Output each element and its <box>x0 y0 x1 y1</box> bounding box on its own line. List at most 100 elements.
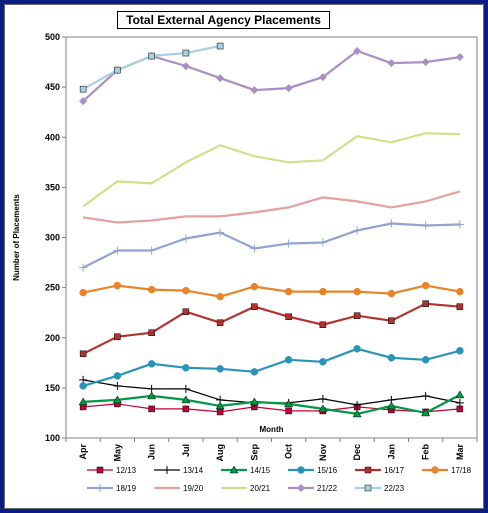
y-tick-label: 350 <box>45 182 60 192</box>
x-tick-label: Jul <box>181 444 191 457</box>
legend-label: 13/14 <box>183 466 204 475</box>
legend-item: 12/13 <box>87 466 137 475</box>
data-point <box>285 407 292 415</box>
data-point <box>353 345 361 353</box>
data-point <box>421 281 430 290</box>
data-point <box>79 263 88 272</box>
data-point <box>216 319 224 326</box>
legend-label: 18/19 <box>116 484 137 493</box>
y-tick-label: 150 <box>45 383 60 393</box>
data-point <box>388 317 395 324</box>
legend-marker <box>431 466 439 474</box>
y-tick-label: 250 <box>45 283 60 293</box>
y-tick-label: 100 <box>45 433 60 443</box>
data-point <box>79 382 87 390</box>
data-point <box>112 395 122 404</box>
legend-item: 15/16 <box>288 466 338 475</box>
data-point <box>387 219 396 228</box>
data-point <box>284 239 293 248</box>
data-point <box>353 226 362 235</box>
y-tick-label: 450 <box>45 82 60 92</box>
y-tick-label: 200 <box>45 333 60 343</box>
legend-label: 16/17 <box>384 466 405 475</box>
legend-marker <box>364 466 372 474</box>
data-point <box>421 391 430 400</box>
data-point <box>147 360 156 368</box>
x-tick-label: Jun <box>147 444 157 460</box>
x-tick-label: Jan <box>386 444 396 460</box>
y-axis-label: Number of Placements <box>12 194 21 281</box>
series-line <box>83 403 460 413</box>
x-axis-label: Month <box>260 425 284 434</box>
series-line <box>82 284 461 298</box>
data-point <box>147 391 157 400</box>
legend-item: 17/18 <box>422 466 472 475</box>
data-point <box>113 381 122 390</box>
legend-label: 14/15 <box>250 466 271 475</box>
x-tick-label: May <box>112 444 122 462</box>
legend-item: 18/19 <box>87 484 137 493</box>
data-point <box>455 220 464 229</box>
series-19-20 <box>82 190 461 224</box>
legend-marker <box>297 466 305 474</box>
data-point <box>78 397 88 406</box>
legend-label: 12/13 <box>116 466 137 475</box>
data-point <box>181 234 190 243</box>
data-point <box>421 356 430 364</box>
legend-label: 20/21 <box>250 484 271 493</box>
data-point <box>249 397 259 406</box>
legend-marker <box>229 465 239 474</box>
data-point <box>456 347 464 355</box>
series-line <box>82 347 461 387</box>
data-point <box>181 62 190 71</box>
series-line <box>83 393 461 416</box>
data-point <box>148 405 155 413</box>
series-15-16 <box>79 345 464 390</box>
data-point <box>250 244 259 253</box>
data-point <box>285 313 292 320</box>
data-point <box>250 86 259 95</box>
data-point <box>456 303 464 310</box>
plot-area <box>65 36 478 439</box>
series-22-23 <box>79 42 224 93</box>
x-tick-label: Oct <box>284 444 294 459</box>
data-point <box>421 408 431 417</box>
legend-label: 22/23 <box>384 484 405 493</box>
data-point <box>250 282 259 291</box>
legend-label: 17/18 <box>451 466 472 475</box>
data-point <box>114 66 121 74</box>
legend-marker <box>364 484 372 492</box>
legend-item: 20/21 <box>221 484 271 493</box>
data-point <box>216 228 225 237</box>
data-point <box>181 384 190 393</box>
data-point <box>182 405 190 413</box>
data-point <box>284 356 293 364</box>
data-point <box>182 286 190 295</box>
data-point <box>387 59 396 68</box>
data-point <box>455 398 464 407</box>
legend-label: 19/20 <box>183 484 204 493</box>
legend-item: 21/22 <box>288 484 338 493</box>
series-line <box>82 132 460 208</box>
data-point <box>79 350 87 358</box>
x-tick-label: Dec <box>352 444 362 461</box>
data-point <box>250 368 259 376</box>
data-point <box>318 404 328 413</box>
data-point <box>318 73 327 82</box>
x-tick-label: Sep <box>249 444 259 461</box>
legend-item: 13/14 <box>154 466 204 475</box>
data-point <box>182 364 190 372</box>
series-20-21 <box>82 132 460 208</box>
data-point <box>216 42 224 50</box>
legend-item: 14/15 <box>221 465 271 475</box>
data-point <box>455 53 464 62</box>
data-point <box>251 303 258 310</box>
data-point <box>421 221 430 230</box>
data-point <box>318 394 327 403</box>
legend-marker <box>96 466 104 474</box>
data-point <box>387 289 396 298</box>
data-point <box>79 97 88 106</box>
data-point <box>386 401 396 410</box>
data-point <box>148 329 155 336</box>
data-point <box>353 47 362 56</box>
